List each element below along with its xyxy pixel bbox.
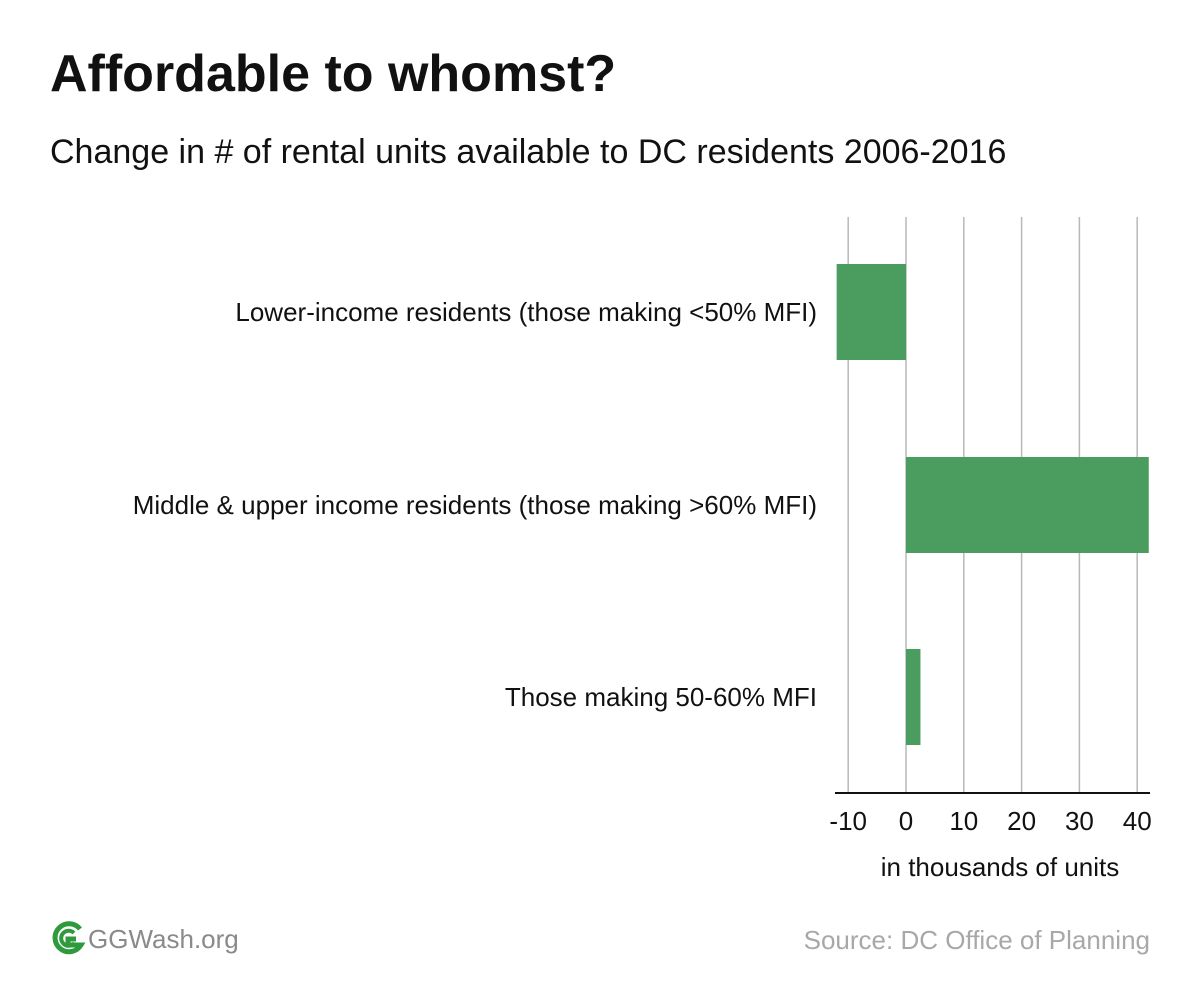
bar: [836, 264, 906, 360]
x-tick-label: 0: [899, 806, 913, 836]
x-tick-label: 40: [1123, 806, 1152, 836]
source-note: Source: DC Office of Planning: [803, 925, 1150, 955]
chart-subtitle: Change in # of rental units available to…: [50, 133, 1007, 171]
x-tick-label: -10: [829, 806, 867, 836]
x-tick-label: 10: [949, 806, 978, 836]
category-label: Middle & upper income residents (those m…: [133, 490, 817, 520]
logo-text: GGWash.org: [88, 923, 239, 954]
bars: [836, 264, 1149, 745]
ggwash-logo: GGWash.org: [50, 916, 239, 962]
x-axis-title: in thousands of units: [881, 852, 1120, 882]
chart-title: Affordable to whomst?: [50, 45, 617, 103]
bar: [906, 457, 1149, 553]
category-label: Those making 50-60% MFI: [505, 682, 817, 712]
x-tick-label: 20: [1007, 806, 1036, 836]
category-labels: Lower-income residents (those making <50…: [133, 297, 817, 712]
bar: [906, 649, 921, 745]
x-axis: -10 0 10 20 30 40: [829, 792, 1152, 836]
category-label: Lower-income residents (those making <50…: [235, 297, 817, 327]
x-tick-label: 30: [1065, 806, 1094, 836]
ggwash-logo-icon: [52, 921, 86, 955]
